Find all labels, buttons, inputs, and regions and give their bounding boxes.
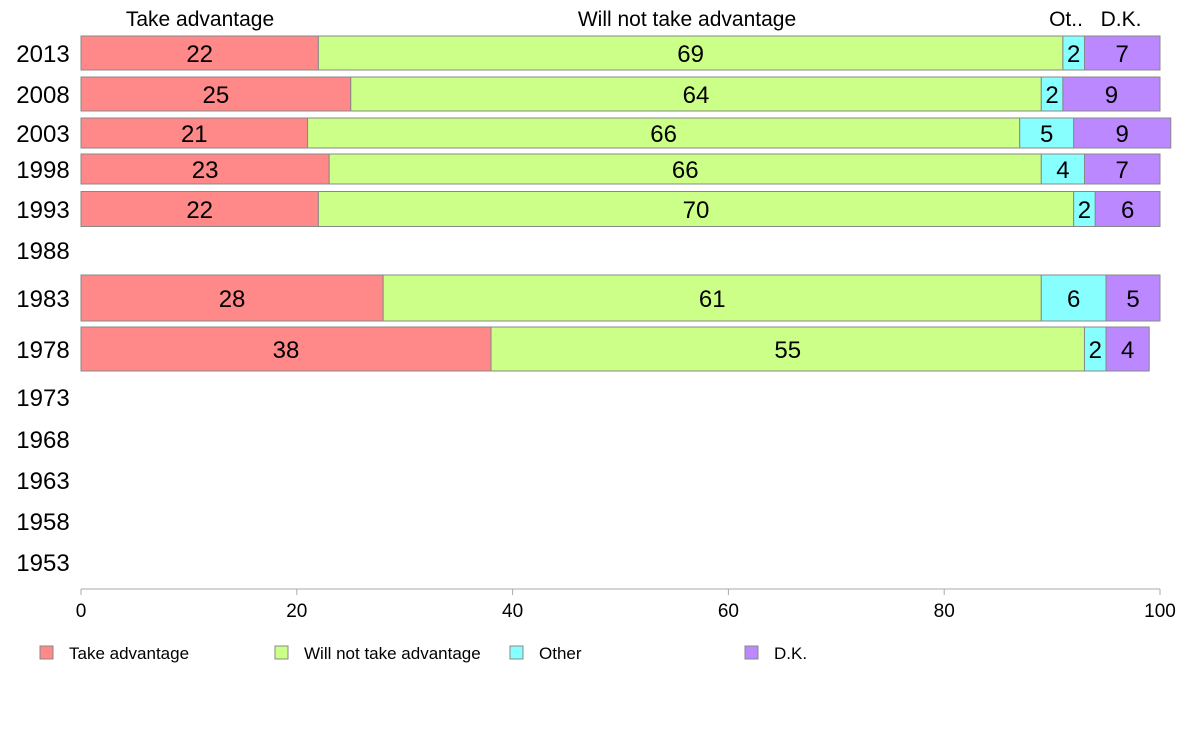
bar-d-k-2008: [1062, 76, 1161, 112]
year-label-1968: 1968: [16, 427, 69, 454]
data-label-other-1998: 4: [1056, 157, 1069, 184]
year-label-1973: 1973: [16, 385, 69, 412]
bar-row-1978: 38 55 2 4: [80, 326, 1150, 372]
data-label-will-not-take-advantage-2013: 69: [677, 41, 704, 68]
data-label-other-1983: 6: [1067, 286, 1080, 313]
legend-item-d-k: D.K.: [744, 644, 807, 663]
data-label-d-k-2003: 9: [1116, 121, 1129, 148]
year-label-1978: 1978: [16, 337, 69, 364]
bar-take-advantage-2003: [80, 117, 309, 149]
x-tick-label: 60: [718, 601, 739, 622]
legend-item-will-not-take-advantage: Will not take advantage: [274, 644, 481, 663]
column-header-d-k: D.K.: [1101, 8, 1142, 31]
year-label-2008: 2008: [16, 82, 69, 109]
bar-d-k-1978: [1105, 326, 1150, 372]
x-tick-label: 40: [502, 601, 523, 622]
x-tick-label: 20: [286, 601, 307, 622]
data-label-will-not-take-advantage-1978: 55: [774, 337, 801, 364]
column-header-ot: Ot..: [1049, 8, 1083, 31]
year-label-2003: 2003: [16, 121, 69, 148]
legend-label: Will not take advantage: [304, 644, 481, 663]
bar-take-advantage-2013: [80, 35, 319, 71]
bar-d-k-1993: [1094, 191, 1161, 227]
year-label-1958: 1958: [16, 509, 69, 536]
data-label-will-not-take-advantage-1998: 66: [672, 157, 699, 184]
legend-swatch: [39, 645, 54, 660]
legend-label: Take advantage: [69, 644, 189, 663]
data-label-d-k-2008: 9: [1105, 82, 1118, 109]
year-labels: 2013 2008 2003 1998 1993 1988 1983 1978 1973 1968…: [16, 41, 69, 577]
bar-row-1983: 28 61 6 5: [80, 274, 1161, 322]
legend-label: Other: [539, 644, 582, 663]
legend-swatch: [509, 645, 524, 660]
bar-will-not-take-advantage-2013: [317, 35, 1064, 71]
data-label-d-k-1998: 7: [1116, 157, 1129, 184]
bar-d-k-1998: [1083, 153, 1161, 185]
data-label-take-advantage-2003: 21: [181, 121, 208, 148]
bar-take-advantage-1998: [80, 153, 330, 185]
data-label-other-2008: 2: [1045, 82, 1058, 109]
data-label-take-advantage-2008: 25: [203, 82, 230, 109]
x-tick-label: 0: [76, 601, 87, 622]
bar-row-2003: 21 66 5 9: [80, 117, 1172, 149]
column-header-take-advantage: Take advantage: [126, 8, 274, 31]
data-label-d-k-1993: 6: [1121, 197, 1134, 224]
legend-label: D.K.: [774, 644, 807, 663]
bar-will-not-take-advantage-1978: [490, 326, 1085, 372]
bar-will-not-take-advantage-2003: [307, 117, 1021, 149]
bar-take-advantage-1983: [80, 274, 384, 322]
bar-take-advantage-2008: [80, 76, 352, 112]
data-label-d-k-1983: 5: [1126, 286, 1139, 313]
bar-d-k-1983: [1105, 274, 1161, 322]
data-label-will-not-take-advantage-1983: 61: [699, 286, 726, 313]
legend-swatch: [744, 645, 759, 660]
bar-other-2003: [1019, 117, 1075, 149]
bar-row-2013: 22 69 2 7: [80, 35, 1161, 71]
data-label-d-k-2013: 7: [1116, 41, 1129, 68]
bar-row-1993: 22 70 2 6: [80, 191, 1161, 227]
legend-swatch: [274, 645, 289, 660]
column-header-will-not-take-advantage: Will not take advantage: [578, 8, 796, 31]
data-label-d-k-1978: 4: [1121, 337, 1134, 364]
year-label-1983: 1983: [16, 286, 69, 313]
data-label-take-advantage-1998: 23: [192, 157, 219, 184]
bar-will-not-take-advantage-2008: [350, 76, 1042, 112]
x-tick-label: 100: [1144, 601, 1176, 622]
data-label-other-2013: 2: [1067, 41, 1080, 68]
data-label-will-not-take-advantage-2003: 66: [650, 121, 677, 148]
year-label-1998: 1998: [16, 157, 69, 184]
year-label-2013: 2013: [16, 41, 69, 68]
x-tick-label: 80: [934, 601, 955, 622]
data-label-other-1993: 2: [1078, 197, 1091, 224]
data-label-other-2003: 5: [1040, 121, 1053, 148]
bar-take-advantage-1978: [80, 326, 492, 372]
year-label-1988: 1988: [16, 238, 69, 265]
data-label-take-advantage-1978: 38: [273, 337, 300, 364]
year-label-1963: 1963: [16, 468, 69, 495]
bar-row-1998: 23 66 4 7: [80, 153, 1161, 185]
column-headers: Take advantage Will not take advantage Ot.…: [126, 8, 1142, 31]
bar-other-1998: [1040, 153, 1085, 185]
year-label-1953: 1953: [16, 550, 69, 577]
x-axis: 0 20 40 60 80 100: [76, 588, 1176, 622]
legend-item-other: Other: [509, 644, 582, 663]
bar-row-2008: 25 64 2 9: [80, 76, 1161, 112]
legend-item-take-advantage: Take advantage: [39, 644, 189, 663]
data-label-other-1978: 2: [1089, 337, 1102, 364]
data-label-will-not-take-advantage-2008: 64: [683, 82, 710, 109]
bar-will-not-take-advantage-1998: [328, 153, 1042, 185]
year-label-1993: 1993: [16, 197, 69, 224]
data-label-will-not-take-advantage-1993: 70: [683, 197, 710, 224]
data-label-take-advantage-1983: 28: [219, 286, 246, 313]
bar-d-k-2013: [1083, 35, 1161, 71]
bars: 22 69 2 725 64 2 921 66 5 923 66 4 722 70 2 628 61 6 538 55…: [80, 35, 1172, 372]
legend: Take advantage Will not take advantage Oth…: [39, 644, 807, 663]
data-label-take-advantage-2013: 22: [186, 41, 213, 68]
data-label-take-advantage-1993: 22: [186, 197, 213, 224]
bar-will-not-take-advantage-1983: [382, 274, 1042, 322]
bar-d-k-2003: [1073, 117, 1172, 149]
